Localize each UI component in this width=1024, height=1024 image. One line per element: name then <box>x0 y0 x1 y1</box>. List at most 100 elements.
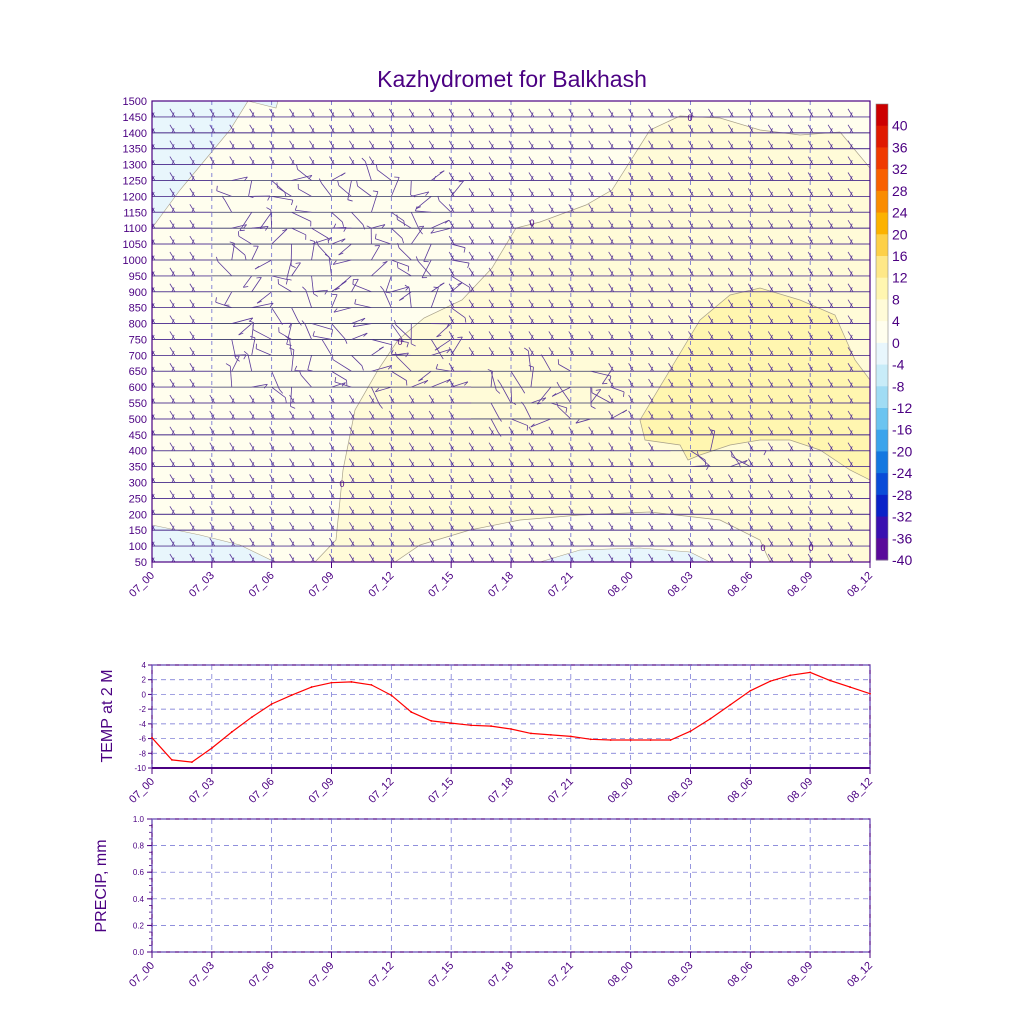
wind-barb <box>450 180 464 197</box>
wind-barb-flag <box>590 223 594 229</box>
wind-barb-flag <box>670 318 674 324</box>
wind-barb-feather <box>787 442 794 451</box>
wind-barb-feather <box>368 108 375 118</box>
wind-barb-feather <box>787 219 794 229</box>
wind-barb-flag <box>471 101 472 102</box>
wind-barb-flag <box>530 223 534 229</box>
wind-barb-feather <box>847 394 854 404</box>
wind-barb-flag <box>570 350 574 356</box>
wind-barb-flag <box>829 414 833 420</box>
wind-barb-flag <box>470 287 474 292</box>
y-tick-label: 50 <box>135 557 147 569</box>
wind-barb-flag <box>231 541 235 547</box>
wind-barb-feather <box>448 537 455 547</box>
wind-barb-feather <box>289 140 295 149</box>
wind-barb-flag <box>289 347 295 351</box>
wind-barb-flag <box>610 144 614 149</box>
wind-barb-flag <box>251 398 255 404</box>
wind-barb-feather <box>668 331 674 340</box>
temp-point <box>470 724 473 727</box>
wind-barb-feather <box>309 156 315 165</box>
wind-barb-feather <box>807 553 814 562</box>
wind-barb-feather <box>827 363 834 372</box>
wind-barb-flag <box>418 378 424 382</box>
wind-barb <box>231 243 246 256</box>
wind-barb-flag <box>380 285 384 291</box>
wind-barb-flag <box>490 525 494 531</box>
wind-barb-feather <box>787 251 794 261</box>
wind-barb-feather <box>847 188 854 197</box>
wind-barb-flag <box>769 461 773 467</box>
wind-barb-flag <box>530 303 534 308</box>
wind-barb <box>391 339 409 343</box>
wind-barb-feather <box>488 521 495 531</box>
colorbar-swatch <box>876 256 888 279</box>
wind-barb-feather <box>468 235 475 245</box>
cross-section-fill <box>152 101 870 562</box>
wind-barb-feather <box>747 442 754 451</box>
wind-barb-feather <box>847 124 854 134</box>
wind-barb-feather <box>488 299 495 308</box>
wind-barb-flag <box>530 271 534 277</box>
wind-barb <box>543 358 552 372</box>
wind-barb-feather <box>648 521 654 531</box>
wind-barb-flag <box>556 381 560 387</box>
wind-barb-feather <box>309 140 315 149</box>
wind-barb-feather <box>229 426 236 436</box>
y-tick-label: 700 <box>129 350 147 362</box>
wind-barb-feather <box>767 235 774 245</box>
wind-barb-feather <box>329 506 335 515</box>
wind-barb-flag <box>271 557 275 562</box>
wind-barb <box>289 339 293 356</box>
wind-barb-feather <box>388 140 395 149</box>
wind-barb-feather <box>528 506 535 515</box>
wind-barb-flag <box>290 405 296 409</box>
wind-barb-feather <box>568 188 575 197</box>
wind-barb-flag <box>829 287 833 292</box>
wind-barb-flag <box>410 128 414 133</box>
wind-barb-flag <box>370 461 374 467</box>
wind-barb-feather <box>588 331 595 340</box>
wind-barb-feather <box>792 101 794 102</box>
wind-barb-flag <box>347 199 353 202</box>
wind-barb-flag <box>809 287 813 292</box>
wind-barb-flag <box>450 509 454 515</box>
wind-barb-feather <box>548 124 555 134</box>
wind-barb-feather <box>688 315 694 324</box>
wind-barb-flag <box>430 144 434 149</box>
wind-barb-feather <box>588 506 595 515</box>
wind-barb-flag <box>769 144 773 149</box>
wind-barb <box>312 335 332 340</box>
y-tick-label: 850 <box>129 303 147 315</box>
wind-barb-feather <box>827 188 834 197</box>
wind-barb-flag <box>410 446 414 451</box>
wind-barb-feather <box>269 474 275 483</box>
wind-barb-flag <box>271 398 275 404</box>
wind-barb-feather <box>807 426 814 436</box>
wind-barb-flag <box>316 240 319 246</box>
wind-barb-flag <box>710 271 714 277</box>
wind-barb-flag <box>630 509 634 515</box>
wind-barb <box>351 212 364 225</box>
wind-barb-flag <box>550 430 554 436</box>
wind-barb-feather <box>309 124 315 134</box>
wind-barb-feather <box>668 537 674 547</box>
wind-barb-flag <box>467 262 470 268</box>
wind-barb <box>536 386 552 405</box>
wind-barb-feather <box>448 347 455 356</box>
wind-barb-flag <box>789 223 793 229</box>
wind-barb-flag <box>171 175 175 181</box>
wind-barb-feather <box>488 458 495 467</box>
wind-barb-flag <box>590 239 594 245</box>
wind-barb-feather <box>329 140 335 149</box>
wind-barb-flag <box>749 382 753 388</box>
wind-barb-feather <box>488 315 495 324</box>
wind-barb-feather <box>847 363 854 372</box>
wind-barb-flag <box>630 525 634 531</box>
wind-barb-feather <box>767 474 774 483</box>
wind-barb-feather <box>408 108 415 118</box>
wind-barb-flag <box>490 477 494 483</box>
wind-barb <box>417 260 432 277</box>
wind-barb-flag <box>450 128 454 133</box>
wind-barb-feather <box>468 347 475 356</box>
